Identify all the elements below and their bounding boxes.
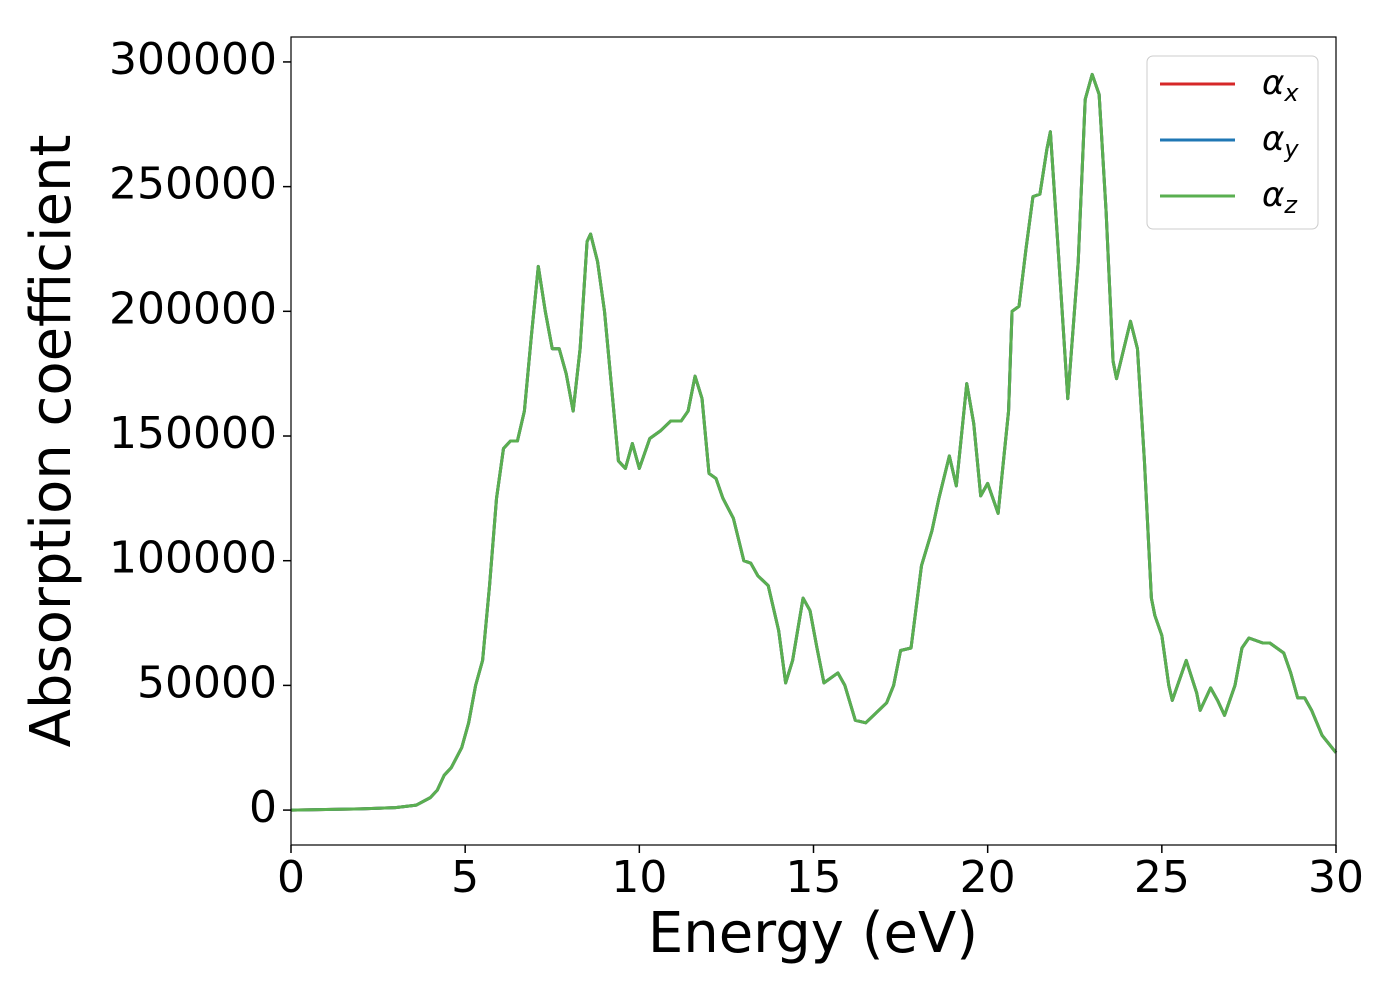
legend-label: αy	[1262, 119, 1299, 164]
x-tick-label: 5	[451, 852, 479, 903]
x-tick-label: 20	[960, 852, 1016, 903]
plot-frame	[290, 36, 1337, 846]
y-tick-label: 0	[249, 782, 277, 833]
legend-label: αz	[1262, 175, 1298, 220]
x-axis-label: Energy (eV)	[648, 901, 978, 966]
x-tick-label: 0	[277, 852, 305, 903]
y-tick-label: 100000	[109, 533, 277, 584]
legend-label: αx	[1262, 63, 1299, 108]
x-tick-label: 25	[1134, 852, 1190, 903]
x-tick-label: 30	[1308, 852, 1364, 903]
y-tick-label: 150000	[109, 408, 277, 459]
series-line	[290, 72, 1338, 812]
y-tick-label: 200000	[109, 283, 277, 334]
y-tick-label: 50000	[137, 657, 277, 708]
x-tick-label: 15	[786, 852, 842, 903]
legend-box	[1146, 55, 1319, 230]
x-tick-label: 10	[611, 852, 667, 903]
y-tick-label: 300000	[109, 34, 277, 85]
y-axis-label: Absorption coefficient	[19, 135, 84, 748]
y-tick-label: 250000	[109, 159, 277, 210]
